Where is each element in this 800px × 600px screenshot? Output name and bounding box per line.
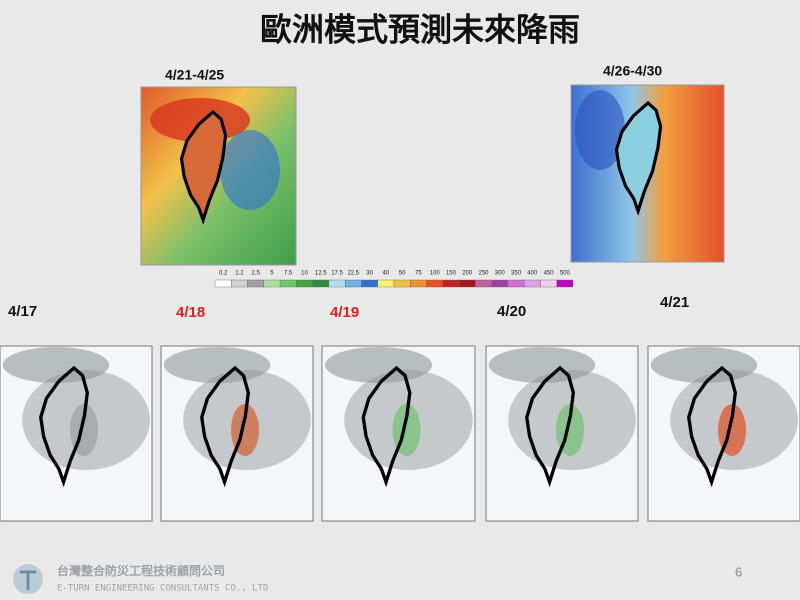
colorbar-swatch (410, 279, 427, 288)
colorbar-label: 0.2 (219, 271, 228, 277)
colorbar-label: 10 (301, 271, 308, 277)
colorbar-swatch (442, 279, 460, 288)
map-label: 4/26-4/30 (603, 63, 662, 79)
colorbar-label: 450 (544, 271, 555, 277)
company-name: 台灣整合防災工程技術顧問公司 (57, 563, 225, 578)
colorbar-swatch (393, 279, 411, 288)
colorbar-swatch (247, 279, 265, 288)
colorbar-label: 1.2 (235, 271, 244, 277)
colorbar-swatch (507, 279, 525, 288)
daily-map (321, 345, 476, 522)
colorbar-swatch (361, 279, 378, 288)
colorbar-label: 5 (270, 271, 274, 277)
colorbar-swatch (491, 279, 509, 288)
day-label: 4/18 (176, 304, 205, 321)
rain-area (324, 347, 433, 383)
colorbar-label: 40 (383, 271, 390, 277)
colorbar-swatch (328, 279, 346, 288)
colorbar-label: 50 (399, 271, 406, 277)
page-number: 6 (735, 564, 742, 579)
colorbar-label: 22.5 (347, 271, 359, 277)
colorbar-swatch (458, 279, 476, 288)
colorbar-swatch (475, 279, 492, 288)
rain-area (163, 347, 271, 383)
colorbar-label: 300 (495, 271, 506, 277)
colorbar-swatch (312, 279, 330, 288)
colorbar-swatch (279, 279, 297, 288)
weekly-map (570, 84, 725, 263)
colorbar-label: 75 (415, 271, 422, 277)
colorbar-label: 350 (511, 271, 522, 277)
daily-map (485, 345, 639, 522)
colorbar-label: 150 (446, 271, 457, 277)
colorbar-label: 30 (366, 271, 373, 277)
colorbar-label: 400 (527, 271, 538, 277)
rain-area (2, 347, 110, 383)
rain-area (650, 347, 758, 383)
weekly-map (140, 86, 297, 266)
colorbar-swatch (540, 279, 557, 288)
colorbar-label: 7.5 (284, 271, 293, 277)
colorbar-label: 250 (478, 271, 489, 277)
day-label: 4/19 (330, 304, 359, 321)
daily-map (0, 345, 153, 522)
colorbar-label: 12.5 (315, 271, 327, 277)
daily-maps (0, 345, 800, 522)
map-label: 4/21-4/25 (165, 67, 224, 83)
colorbar-swatch (344, 279, 362, 288)
rain-area (488, 347, 596, 383)
daily-map (160, 345, 314, 522)
day-label: 4/17 (8, 303, 37, 320)
colorbar-label: 2.5 (252, 271, 261, 277)
day-label: 4/21 (660, 294, 689, 311)
colorbar-label: 500 (560, 271, 571, 277)
company-name-en: E-TURN ENGINEERING CONSULTANTS CO., LTD (57, 584, 268, 594)
title: 歐洲模式預測未來降雨 (260, 11, 580, 47)
colorbar-label: 100 (430, 271, 441, 277)
colorbar-swatch (377, 279, 395, 288)
day-label: 4/20 (497, 303, 526, 320)
colorbar-swatch (231, 279, 248, 288)
colorbar: 0.2 1.2 2.5 5 7.5 10 12.5 17.5 22.5 30 40 50 75 100 15… (214, 271, 574, 288)
logo (13, 564, 43, 594)
colorbar-swatch (556, 279, 574, 288)
colorbar-swatch (214, 279, 232, 288)
colorbar-swatch (523, 279, 541, 288)
colorbar-swatch (296, 279, 313, 288)
colorbar-label: 17.5 (331, 271, 343, 277)
colorbar-swatch (263, 279, 281, 288)
colorbar-swatch (426, 279, 444, 288)
daily-map (647, 345, 800, 522)
colorbar-label: 200 (462, 271, 473, 277)
